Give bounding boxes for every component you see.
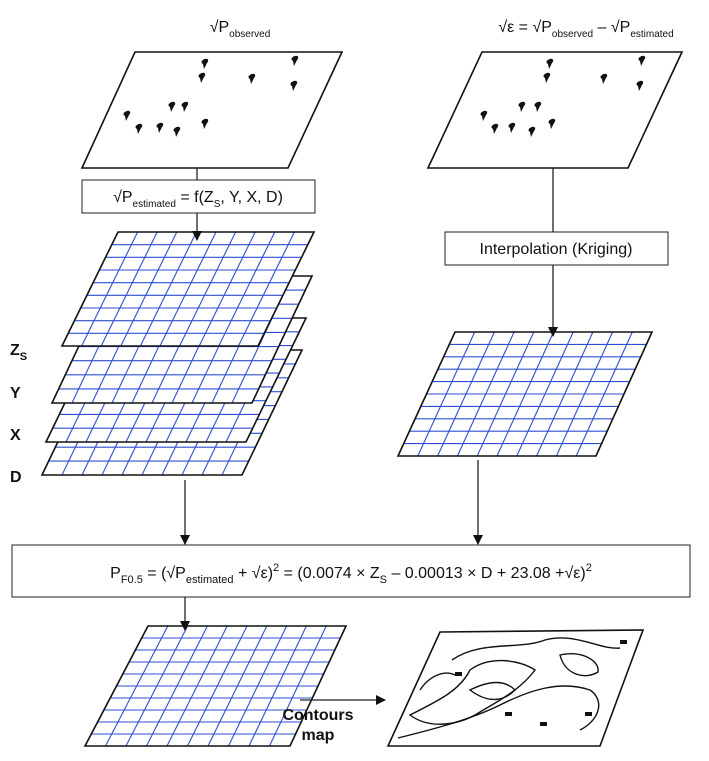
diagram: Interpolation (Kriging) Contours map √Po… bbox=[0, 0, 709, 761]
rich-text: X bbox=[10, 427, 21, 444]
text-part: √ε = √P bbox=[498, 19, 552, 36]
rich-text: Y bbox=[10, 385, 21, 402]
point-map bbox=[428, 52, 682, 168]
text-part: = (0.0074 × Z bbox=[279, 565, 380, 582]
superscript: 2 bbox=[586, 562, 592, 574]
subscript: estimated bbox=[630, 29, 673, 40]
shapes bbox=[42, 52, 682, 746]
grid-map bbox=[398, 332, 652, 456]
contour-mark bbox=[455, 672, 462, 676]
text-part: Z bbox=[10, 342, 20, 359]
contour-mark bbox=[505, 712, 512, 716]
rich-text: D bbox=[10, 469, 22, 486]
text-part: √P bbox=[113, 189, 132, 206]
contour-mark bbox=[540, 722, 547, 726]
subscript: S bbox=[20, 351, 27, 363]
subscript: observed bbox=[229, 29, 270, 40]
contours-label: Contours bbox=[282, 707, 353, 724]
text-part: = (√P bbox=[143, 565, 186, 582]
text-part: = f(Z bbox=[176, 189, 214, 206]
contour-mark bbox=[585, 712, 592, 716]
map-plane bbox=[82, 52, 342, 168]
subscript: F0.5 bbox=[121, 574, 143, 586]
text-part: P bbox=[110, 565, 121, 582]
contour-map bbox=[388, 630, 643, 746]
rich-text: √Pobserved bbox=[210, 19, 271, 40]
text-part: D bbox=[10, 469, 22, 486]
subscript: estimated bbox=[186, 574, 234, 586]
text-part: + √ε) bbox=[234, 565, 273, 582]
text-part: Y bbox=[10, 385, 21, 402]
rich-text: ZS bbox=[10, 342, 27, 363]
text-part: – 0.00013 × D + 23.08 +√ε) bbox=[387, 565, 586, 582]
subscript: estimated bbox=[133, 199, 176, 210]
contours-label: map bbox=[302, 727, 335, 744]
subscript: S bbox=[380, 574, 387, 586]
text-part: , Y, X, D) bbox=[220, 189, 283, 206]
subscript: observed bbox=[552, 29, 593, 40]
map-plane bbox=[428, 52, 682, 168]
contour-mark bbox=[620, 640, 627, 644]
text-part: X bbox=[10, 427, 21, 444]
map-plane bbox=[388, 630, 643, 746]
interpolation-label: Interpolation (Kriging) bbox=[480, 241, 633, 258]
text-part: – √P bbox=[593, 19, 630, 36]
rich-text: √ε = √Pobserved – √Pestimated bbox=[498, 19, 673, 40]
text-part: √P bbox=[210, 19, 229, 36]
point-map bbox=[82, 52, 342, 168]
